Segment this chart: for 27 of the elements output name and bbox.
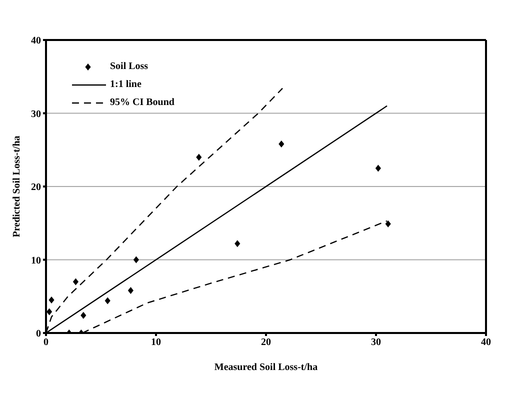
point xyxy=(48,296,54,304)
point xyxy=(46,308,52,316)
y-tick-label: 20 xyxy=(31,182,41,194)
x-tick-label: 10 xyxy=(151,337,161,348)
legend-label: 95% CI Bound xyxy=(110,96,174,110)
point xyxy=(72,278,78,286)
point xyxy=(80,312,86,319)
x-tick-label: 30 xyxy=(371,337,381,348)
x-tick-label: 0 xyxy=(44,337,48,348)
legend-label: Soil Loss xyxy=(110,60,148,74)
y-axis-title: Predicted Soil Loss-t/ha xyxy=(12,136,23,238)
point xyxy=(133,256,139,264)
x-axis-title: Measured Soil Loss-t/ha xyxy=(214,362,318,374)
y-tick-label: 10 xyxy=(31,255,41,266)
point xyxy=(375,164,381,172)
point xyxy=(128,287,134,294)
y-tick-label: 40 xyxy=(31,36,41,47)
point xyxy=(385,220,391,228)
point xyxy=(104,297,110,304)
x-tick-label: 20 xyxy=(261,337,271,348)
y-tick-label: 30 xyxy=(31,108,41,120)
y-tick-label: 0 xyxy=(36,328,41,340)
point xyxy=(278,140,284,148)
point xyxy=(196,154,202,161)
point xyxy=(234,240,240,248)
legend-label: 1:1 line xyxy=(110,78,142,92)
x-tick-label: 40 xyxy=(481,337,491,348)
